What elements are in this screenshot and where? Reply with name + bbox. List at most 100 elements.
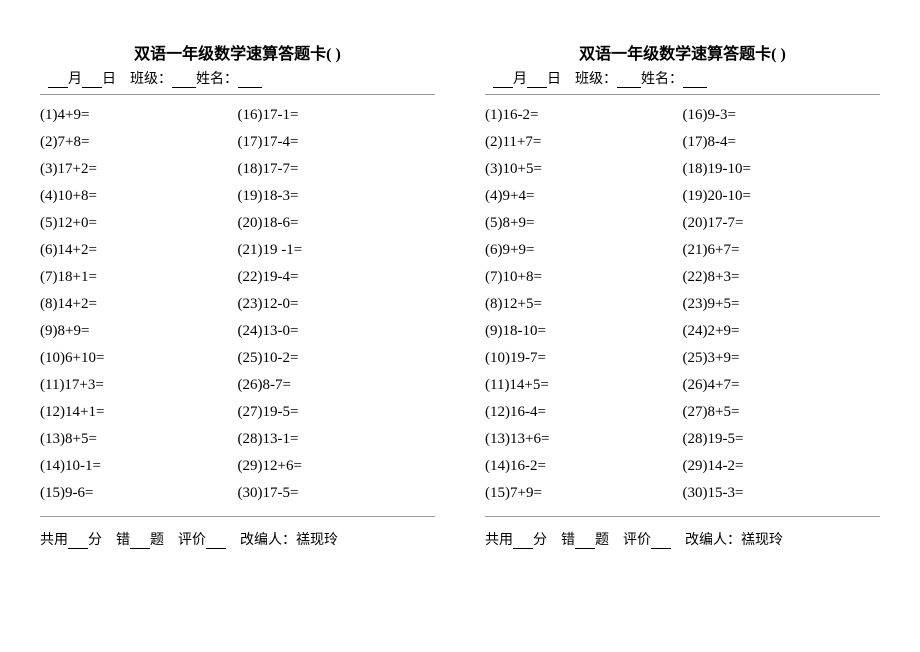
problem-item: (13)8+5= [40,431,238,448]
problem-item: (27)8+5= [683,404,881,421]
problem-item: (3)10+5= [485,161,683,178]
day-label: 日 [547,72,561,87]
problem-item: (2)11+7= [485,134,683,151]
problem-item: (5)12+0= [40,215,238,232]
problem-item: (27)19-5= [238,404,436,421]
problem-item: (21)19 -1= [238,242,436,259]
problem-item: (7)10+8= [485,269,683,286]
card-right: 双语一年级数学速算答题卡( ) 月 日 班级： 姓名： (1)16-2=(16)9-… [485,40,880,549]
top-divider [40,94,435,95]
problem-item: (3)17+2= [40,161,238,178]
day-blank[interactable] [82,74,102,88]
time-label: 共用 [485,533,513,548]
footer-line: 共用 分 错 题 评价 改编人：禚现玲 [40,529,435,549]
problem-item: (19)18-3= [238,188,436,205]
problem-item: (23)9+5= [683,296,881,313]
month-blank[interactable] [48,74,68,88]
problem-item: (19)20-10= [683,188,881,205]
problem-item: (5)8+9= [485,215,683,232]
problem-item: (10)6+10= [40,350,238,367]
time-label: 共用 [40,533,68,548]
eval-blank[interactable] [206,535,226,549]
wrong-blank[interactable] [130,535,150,549]
problem-item: (8)14+2= [40,296,238,313]
class-blank[interactable] [617,74,641,88]
problem-item: (15)7+9= [485,485,683,502]
problem-item: (30)15-3= [683,485,881,502]
problem-item: (9)18-10= [485,323,683,340]
class-label: 班级： [575,72,617,87]
problem-item: (8)12+5= [485,296,683,313]
min-label: 分 [88,533,102,548]
problems-grid-left: (1)4+9=(16)17-1=(2)7+8=(17)17-4=(3)17+2=… [40,107,435,502]
editor-label: 改编人：禚现玲 [685,533,783,548]
name-blank[interactable] [238,74,262,88]
problem-item: (22)19-4= [238,269,436,286]
time-blank[interactable] [513,535,533,549]
problem-item: (16)17-1= [238,107,436,124]
problem-item: (26)4+7= [683,377,881,394]
problem-item: (20)18-6= [238,215,436,232]
name-label: 姓名： [196,72,238,87]
problem-item: (7)18+1= [40,269,238,286]
eval-label: 评价 [178,533,206,548]
problem-item: (11)14+5= [485,377,683,394]
problem-item: (25)10-2= [238,350,436,367]
problem-item: (24)13-0= [238,323,436,340]
problem-item: (9)8+9= [40,323,238,340]
wrong-blank[interactable] [575,535,595,549]
problem-item: (22)8+3= [683,269,881,286]
month-label: 月 [68,72,82,87]
problems-grid-right: (1)16-2=(16)9-3=(2)11+7=(17)8-4=(3)10+5=… [485,107,880,502]
problem-item: (17)8-4= [683,134,881,151]
bottom-divider [40,516,435,517]
problem-item: (4)9+4= [485,188,683,205]
eval-label: 评价 [623,533,651,548]
problem-item: (12)16-4= [485,404,683,421]
class-label: 班级： [130,72,172,87]
footer-line: 共用 分 错 题 评价 改编人：禚现玲 [485,529,880,549]
problem-item: (26)8-7= [238,377,436,394]
problem-item: (13)13+6= [485,431,683,448]
day-blank[interactable] [527,74,547,88]
time-blank[interactable] [68,535,88,549]
problem-item: (29)12+6= [238,458,436,475]
name-blank[interactable] [683,74,707,88]
problem-item: (29)14-2= [683,458,881,475]
problem-item: (2)7+8= [40,134,238,151]
problem-item: (14)16-2= [485,458,683,475]
problem-item: (14)10-1= [40,458,238,475]
problem-item: (24)2+9= [683,323,881,340]
problem-item: (18)19-10= [683,161,881,178]
problem-item: (11)17+3= [40,377,238,394]
name-label: 姓名： [641,72,683,87]
problem-item: (20)17-7= [683,215,881,232]
editor-label: 改编人：禚现玲 [240,533,338,548]
question-label: 题 [150,533,164,548]
problem-item: (21)6+7= [683,242,881,259]
problem-item: (30)17-5= [238,485,436,502]
month-label: 月 [513,72,527,87]
problem-item: (12)14+1= [40,404,238,421]
top-divider [485,94,880,95]
problem-item: (1)4+9= [40,107,238,124]
question-label: 题 [595,533,609,548]
bottom-divider [485,516,880,517]
problem-item: (28)19-5= [683,431,881,448]
problem-item: (6)9+9= [485,242,683,259]
problem-item: (18)17-7= [238,161,436,178]
month-blank[interactable] [493,74,513,88]
info-line: 月 日 班级： 姓名： [40,68,435,88]
day-label: 日 [102,72,116,87]
wrong-label: 错 [116,533,130,548]
problem-item: (15)9-6= [40,485,238,502]
info-line: 月 日 班级： 姓名： [485,68,880,88]
eval-blank[interactable] [651,535,671,549]
problem-item: (1)16-2= [485,107,683,124]
wrong-label: 错 [561,533,575,548]
problem-item: (4)10+8= [40,188,238,205]
problem-item: (10)19-7= [485,350,683,367]
card-title: 双语一年级数学速算答题卡( ) [485,40,880,64]
min-label: 分 [533,533,547,548]
class-blank[interactable] [172,74,196,88]
